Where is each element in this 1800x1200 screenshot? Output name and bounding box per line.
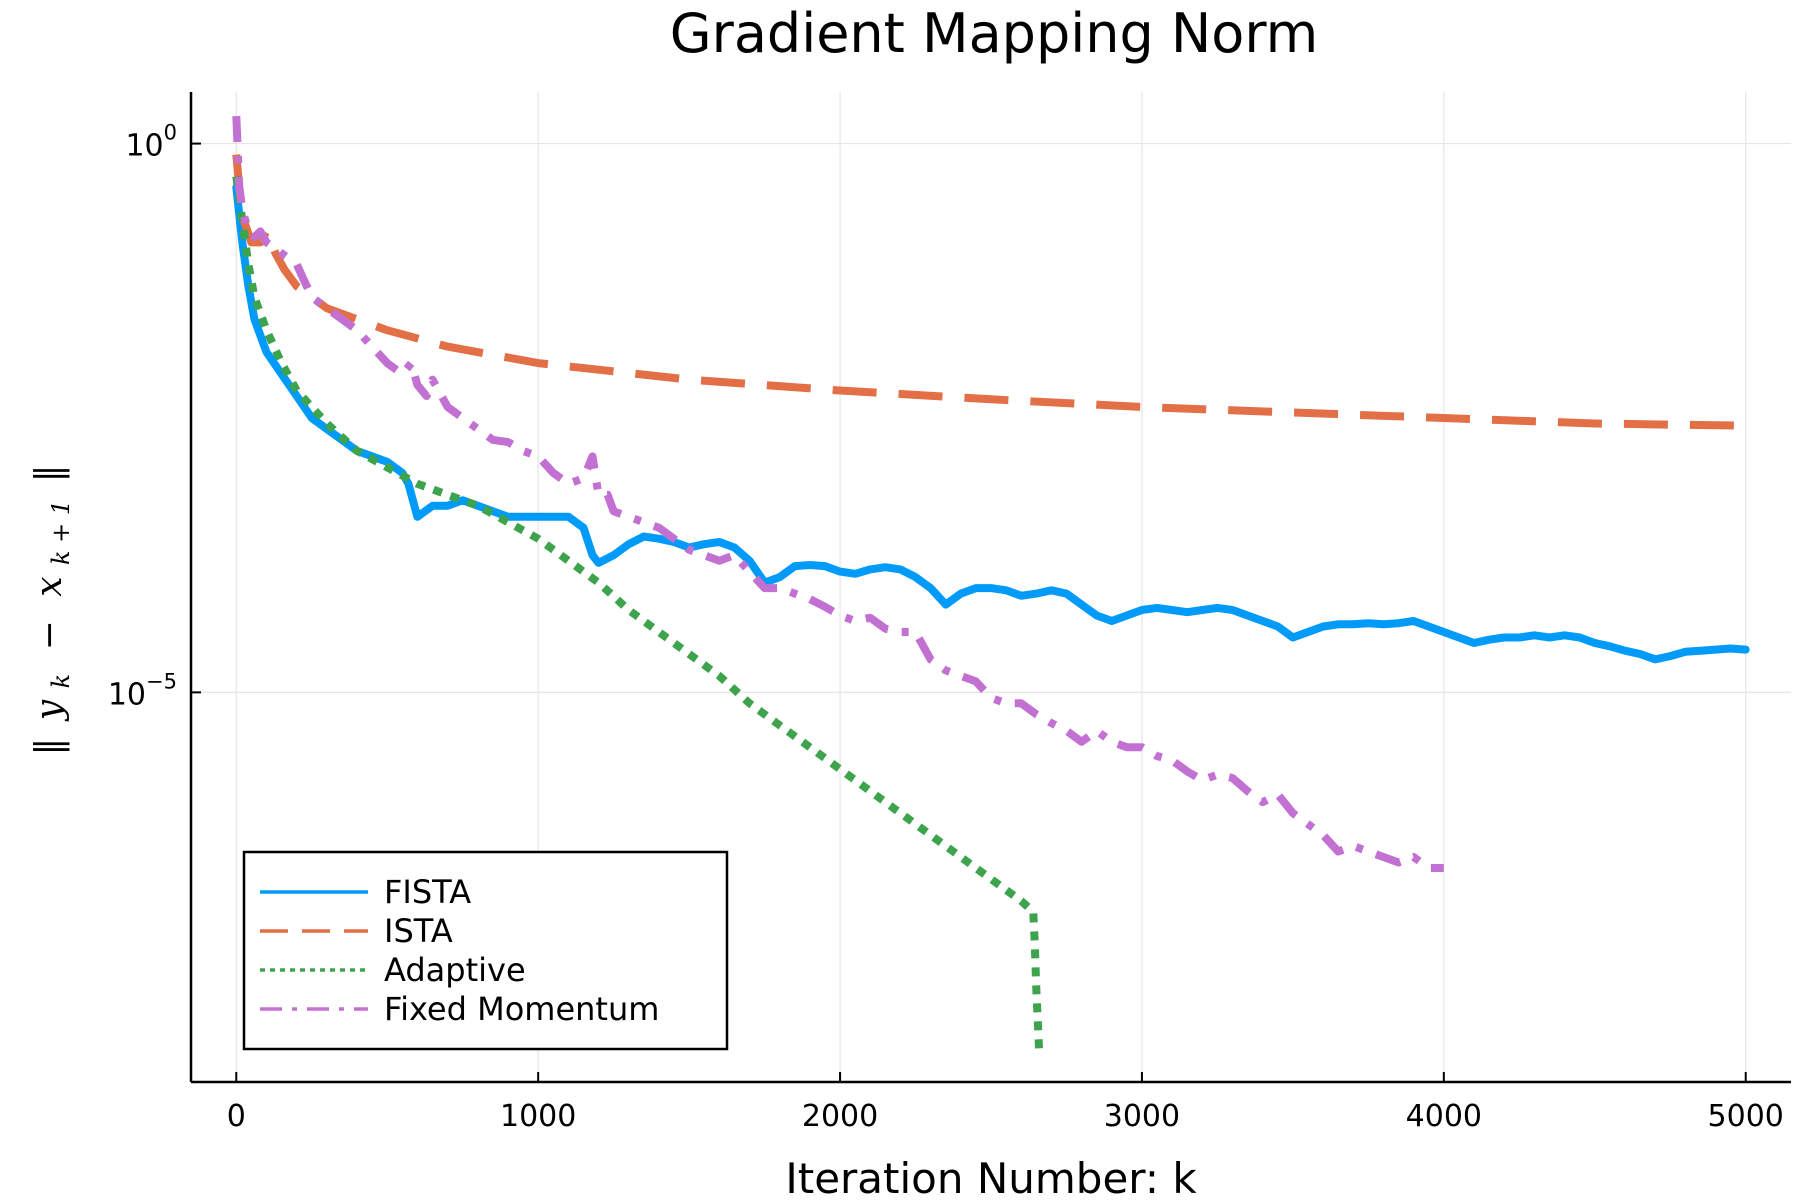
x-tick-label: 3000: [1104, 1099, 1180, 1134]
series-line-adaptive: [232, 175, 1044, 1055]
legend-label: Fixed Momentum: [384, 990, 659, 1028]
chart-title: Gradient Mapping Norm: [670, 2, 1318, 65]
y-axis-label-x: x: [29, 576, 70, 596]
axes: [189, 92, 1791, 1084]
x-tick-label: 1000: [500, 1099, 576, 1134]
series-line-ista: [232, 154, 1746, 430]
legend-label: Adaptive: [384, 951, 526, 989]
x-tick-label: 0: [227, 1099, 246, 1134]
y-axis-label: ‖ y k − x k + 1 ‖: [29, 464, 80, 755]
legend-label: ISTA: [384, 912, 453, 950]
y-axis-label-sub: k + 1: [47, 500, 75, 565]
svg-text:‖ y k −: ‖ y k − x k + 1 ‖: [29, 464, 80, 755]
series-line-fista: [232, 183, 1750, 664]
y-axis-label-y: y: [29, 699, 70, 722]
x-tick-label: 2000: [802, 1099, 878, 1134]
y-axis-label-bar-open: ‖: [29, 738, 70, 756]
x-tick-label: 5000: [1708, 1099, 1784, 1134]
x-tick-label: 4000: [1406, 1099, 1482, 1134]
x-axis-label: Iteration Number: k: [785, 1154, 1197, 1200]
series-lines: [232, 115, 1750, 1055]
y-tick-label: 10−5: [108, 669, 177, 712]
grid: [191, 92, 1791, 1082]
legend-label: FISTA: [384, 873, 471, 911]
y-tick-label: 100: [125, 121, 177, 164]
legend-box: [242, 850, 729, 1051]
y-axis-label-minus: −: [29, 620, 70, 650]
y-axis-label-k: k: [47, 674, 75, 689]
tick-labels: 0 1000 2000 3000 4000 5000 100 10−5: [108, 121, 1784, 1134]
y-axis-label-bar-close: ‖: [29, 464, 70, 482]
